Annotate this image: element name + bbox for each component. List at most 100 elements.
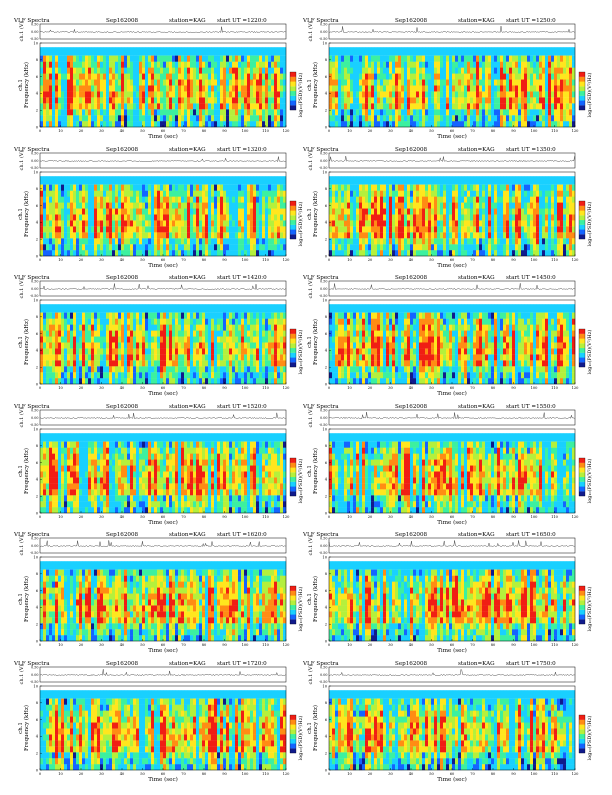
spectrogram-cell — [211, 115, 214, 121]
spectrogram-cell — [557, 208, 560, 214]
time-tick-label: 0 — [39, 258, 42, 262]
spectrogram-cell — [542, 85, 545, 91]
spectrogram-cell — [247, 115, 250, 121]
spectrogram-cell — [178, 184, 181, 190]
frequency-tick-label: 2 — [36, 237, 38, 241]
spectrogram-cell — [214, 220, 217, 226]
spectrogram-cell — [211, 103, 214, 109]
spectrogram-cell — [557, 232, 560, 238]
spectrogram-cell — [106, 47, 109, 55]
spectrogram-cell — [452, 226, 455, 232]
spectrogram-cell — [488, 68, 491, 74]
spectrogram-cell — [223, 68, 226, 74]
spectrogram-cell — [172, 220, 175, 226]
spectrogram-cell — [572, 79, 575, 85]
spectrogram-cell — [335, 250, 338, 256]
spectrogram-cell — [139, 336, 142, 342]
spectrogram-cell — [70, 319, 73, 325]
spectrogram-cell — [211, 62, 214, 68]
spectrogram-cell — [467, 79, 470, 85]
spectrogram-cell — [443, 250, 446, 256]
spectrogram-cell — [503, 62, 506, 68]
spectrogram-cell — [506, 244, 509, 250]
spectrogram-cell — [383, 238, 386, 244]
spectrogram-cell — [52, 121, 55, 127]
spectrogram-cell — [76, 85, 79, 91]
spectrogram-cell — [416, 68, 419, 74]
spectrogram-cell — [437, 121, 440, 127]
spectrogram-cell — [386, 220, 389, 226]
spectrogram-cell — [365, 220, 368, 226]
spectrogram-cell — [356, 68, 359, 74]
spectrogram-cell — [46, 97, 49, 103]
spectrogram-cell — [335, 244, 338, 250]
spectrogram-cell — [271, 73, 274, 79]
spectrogram-cell — [503, 176, 506, 184]
spectrogram-cell — [181, 238, 184, 244]
spectrogram-cell — [347, 196, 350, 202]
spectrogram-cell — [136, 366, 139, 372]
spectrogram-cell — [536, 226, 539, 232]
spectrogram-cell — [536, 56, 539, 62]
spectrogram-cell — [208, 220, 211, 226]
spectrogram-cell — [449, 97, 452, 103]
spectrogram-cell — [172, 91, 175, 97]
spectrogram-cell — [199, 196, 202, 202]
spectrogram-cell — [488, 250, 491, 256]
spectrogram-cell — [344, 121, 347, 127]
spectrogram-cell — [241, 208, 244, 214]
spectrogram-cell — [175, 196, 178, 202]
spectrogram-cell — [205, 79, 208, 85]
spectrogram-cell — [76, 115, 79, 121]
spectrogram-cell — [67, 313, 70, 319]
spectrogram-cell — [350, 190, 353, 196]
spectrogram-cell — [500, 68, 503, 74]
spectrogram-cell — [172, 73, 175, 79]
spectrogram-cell — [268, 62, 271, 68]
spectrogram-cell — [265, 220, 268, 226]
time-xlabel: Time (sec) — [437, 133, 467, 140]
spectrogram-cell — [250, 109, 253, 115]
spectrogram-cell — [419, 232, 422, 238]
spectrogram-cell — [163, 238, 166, 244]
spectrogram-cell — [494, 196, 497, 202]
spectrogram-cell — [64, 184, 67, 190]
spectrogram-cell — [187, 47, 190, 55]
spectrogram-cell — [262, 97, 265, 103]
spectrogram-cell — [199, 238, 202, 244]
spectrogram-cell — [85, 121, 88, 127]
spectrogram-cell — [55, 360, 58, 366]
spectrogram-cell — [560, 250, 563, 256]
spectrogram-cell — [332, 62, 335, 68]
spectrogram-cell — [85, 109, 88, 115]
spectrogram-cell — [341, 226, 344, 232]
spectrogram-cell — [377, 121, 380, 127]
spectrogram-cell — [238, 56, 241, 62]
spectrogram-cell — [226, 196, 229, 202]
spectrogram-cell — [154, 190, 157, 196]
spectrogram-cell — [274, 85, 277, 91]
spectrogram-cell — [359, 202, 362, 208]
spectrogram-cell — [166, 214, 169, 220]
spectrogram-cell — [205, 190, 208, 196]
spectrogram-cell — [268, 190, 271, 196]
spectrogram-cell — [347, 73, 350, 79]
spectrogram-cell — [265, 184, 268, 190]
time-tick-label: 60 — [161, 129, 166, 133]
spectrogram-cell — [569, 85, 572, 91]
spectrogram-cell — [205, 202, 208, 208]
spectrogram-cell — [347, 91, 350, 97]
spectrogram-cell — [115, 319, 118, 325]
spectrogram-cell — [43, 325, 46, 331]
spectrogram-cell — [452, 47, 455, 55]
spectrogram-cell — [244, 109, 247, 115]
spectrogram-cell — [121, 176, 124, 184]
spectrogram-cell — [560, 56, 563, 62]
spectrogram-cell — [560, 232, 563, 238]
spectrogram-cell — [368, 196, 371, 202]
spectrogram-cell — [91, 62, 94, 68]
spectrogram-cell — [365, 238, 368, 244]
spectrogram-cell — [416, 184, 419, 190]
spectrogram-cell — [61, 202, 64, 208]
spectrogram-cell — [500, 79, 503, 85]
